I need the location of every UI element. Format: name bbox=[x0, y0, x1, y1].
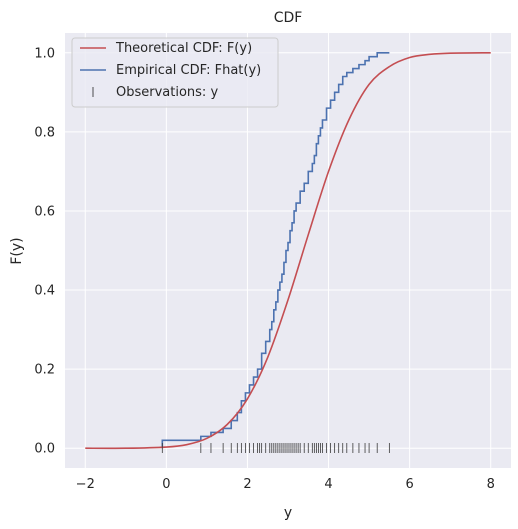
x-tick-label: −2 bbox=[76, 477, 95, 492]
y-tick-label: 0.8 bbox=[34, 125, 55, 140]
y-tick-label: 0.6 bbox=[34, 204, 55, 219]
x-tick-label: 2 bbox=[243, 477, 251, 492]
legend-theoretical-label: Theoretical CDF: F(y) bbox=[115, 41, 252, 56]
theoretical-cdf-line bbox=[85, 51, 491, 450]
series-layer bbox=[85, 51, 491, 450]
observations-rug bbox=[161, 443, 390, 453]
y-tick-label: 0.0 bbox=[34, 442, 55, 457]
x-axis-ticks: −2 0 2 4 6 8 bbox=[76, 477, 495, 492]
x-tick-label: 8 bbox=[487, 477, 495, 492]
x-tick-label: 4 bbox=[324, 477, 332, 492]
y-tick-label: 1.0 bbox=[34, 46, 55, 61]
legend-box bbox=[71, 37, 279, 108]
x-axis-label: y bbox=[284, 505, 292, 521]
y-axis-ticks: 0.0 0.2 0.4 0.6 0.8 1.0 bbox=[34, 46, 55, 456]
legend: Theoretical CDF: F(y) Empirical CDF: Fha… bbox=[71, 37, 279, 108]
empirical-cdf-line bbox=[161, 51, 390, 449]
y-tick-label: 0.2 bbox=[34, 363, 55, 378]
x-tick-label: 6 bbox=[405, 477, 413, 492]
x-tick-label: 0 bbox=[162, 477, 170, 492]
chart-title: CDF bbox=[274, 10, 303, 26]
legend-observations-label: Observations: y bbox=[116, 85, 218, 100]
y-tick-label: 0.4 bbox=[34, 284, 55, 299]
y-axis-label: F(y) bbox=[9, 237, 25, 264]
legend-empirical-label: Empirical CDF: Fhat(y) bbox=[116, 63, 261, 78]
